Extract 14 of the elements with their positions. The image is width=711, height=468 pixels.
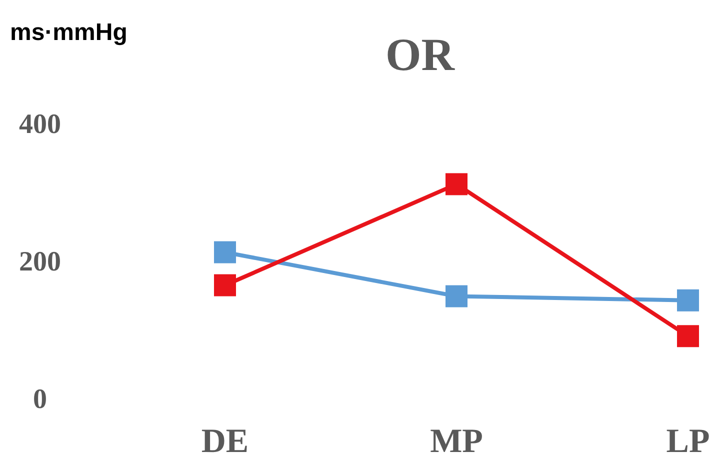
x-tick-label: LP [666,423,710,460]
point [446,173,468,196]
chart-title: OR [386,29,456,80]
y-tick-label: 0 [33,384,47,415]
point [214,274,236,296]
point [677,289,699,312]
y-axis-title: ms·mmHg [10,19,128,46]
y-tick-label: 200 [19,246,61,278]
y-tick-label: 400 [19,108,61,140]
point [677,325,699,348]
point [446,285,468,308]
x-tick-label: DE [201,423,249,460]
x-tick-label: MP [430,423,483,460]
point [214,241,236,264]
